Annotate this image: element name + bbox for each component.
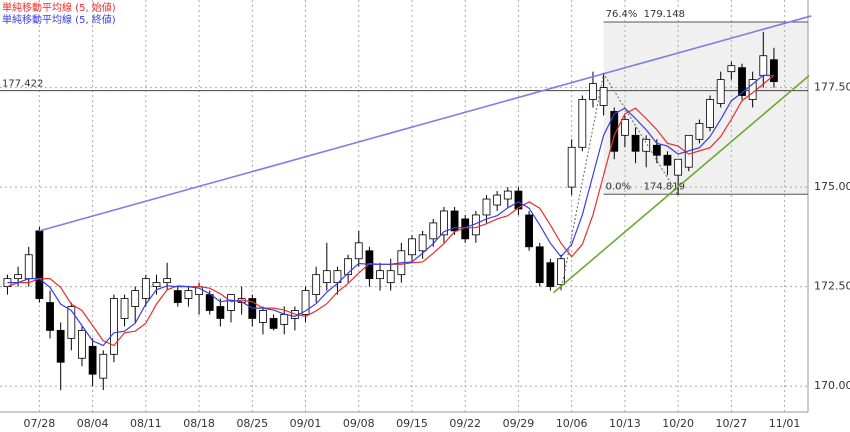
reference-label: 177.422	[2, 79, 43, 90]
candle-body	[525, 214, 533, 248]
y-tick-label: 177.500	[814, 81, 850, 94]
candle-body	[67, 306, 76, 339]
x-tick-label: 08/11	[130, 417, 162, 430]
candle-body	[503, 190, 512, 200]
candle-body	[35, 230, 44, 299]
candle-body	[557, 258, 565, 286]
candle-body	[14, 274, 22, 280]
candle-body	[706, 99, 714, 128]
candle-body	[418, 234, 427, 252]
trendline	[39, 15, 812, 232]
y-tick-label: 170.000	[814, 379, 850, 392]
trendline	[560, 72, 679, 291]
candle-body	[312, 274, 321, 295]
y-tick-label: 172.500	[814, 280, 850, 293]
candle-body	[599, 87, 608, 106]
x-tick-label: 08/18	[183, 417, 215, 430]
fib-zone	[603, 21, 808, 195]
candle-body	[152, 282, 161, 288]
x-tick-label: 10/13	[609, 417, 641, 430]
candle-body	[227, 294, 235, 311]
fib-value: 179.148	[644, 9, 685, 20]
candle-body	[120, 298, 129, 319]
fib-pct: 0.0%	[606, 181, 631, 192]
candle-body	[24, 254, 33, 280]
candle-body	[376, 270, 384, 280]
candle-body	[259, 310, 267, 323]
candle-body	[567, 146, 576, 188]
x-tick-label: 08/04	[77, 417, 109, 430]
candle-body	[535, 246, 544, 284]
candle-body	[141, 278, 150, 299]
candle-body	[269, 318, 278, 329]
candle-body	[216, 306, 225, 319]
candle-body	[770, 59, 778, 83]
candle-body	[674, 158, 683, 176]
x-tick-label: 09/22	[449, 417, 481, 430]
fib-pct: 76.4%	[606, 9, 638, 20]
candle-body	[514, 190, 523, 210]
candle-body	[642, 138, 651, 152]
candle-body	[589, 83, 597, 100]
candle-body	[652, 144, 661, 156]
candle-body	[663, 154, 672, 166]
x-tick-label: 10/06	[556, 417, 588, 430]
x-tick-label: 09/15	[396, 417, 428, 430]
candle-body	[173, 290, 182, 303]
candle-body	[163, 278, 172, 284]
candle-body	[110, 298, 118, 355]
candle-body	[131, 290, 140, 307]
candle-body	[46, 302, 54, 331]
candle-body	[344, 258, 353, 276]
candle-body	[759, 55, 768, 77]
ma-line	[7, 74, 774, 347]
candle-body	[301, 290, 310, 315]
candle-body	[440, 210, 448, 236]
candle-body	[493, 194, 502, 206]
x-tick-label: 09/29	[503, 417, 535, 430]
candle-body	[354, 242, 363, 260]
x-tick-label: 11/01	[769, 417, 801, 430]
candle-body	[610, 111, 619, 152]
legend-entry: 単純移動平均線 (5, 終値)	[2, 13, 116, 26]
candle-body	[429, 222, 438, 240]
candle-body	[386, 270, 395, 284]
candle-body	[578, 99, 587, 148]
candle-body	[99, 353, 108, 379]
candle-body	[546, 262, 555, 288]
x-tick-label: 07/28	[24, 417, 56, 430]
x-tick-label: 09/08	[343, 417, 375, 430]
legend-entry: 単純移動平均線 (5, 始値)	[2, 1, 116, 14]
candle-body	[695, 123, 704, 140]
candle-body	[716, 79, 725, 104]
candle-body	[631, 134, 640, 152]
x-tick-label: 08/25	[236, 417, 268, 430]
fib-value: 174.819	[644, 181, 685, 192]
candle-body	[78, 329, 86, 359]
candle-body	[56, 329, 65, 363]
candle-body	[738, 67, 746, 96]
candle-body	[482, 198, 491, 216]
x-tick-label: 10/27	[716, 417, 748, 430]
trendline	[553, 75, 810, 294]
candle-body	[727, 65, 736, 73]
x-tick-label: 09/01	[290, 417, 322, 430]
candle-body	[322, 270, 331, 284]
candle-body	[88, 345, 97, 375]
candle-body	[184, 290, 193, 299]
candle-body	[280, 314, 289, 325]
candle-body	[620, 119, 629, 136]
x-tick-label: 10/20	[662, 417, 694, 430]
candle-body	[408, 238, 416, 256]
y-tick-label: 175.000	[814, 180, 850, 193]
candle-body	[205, 294, 214, 311]
candle-body	[450, 210, 459, 232]
